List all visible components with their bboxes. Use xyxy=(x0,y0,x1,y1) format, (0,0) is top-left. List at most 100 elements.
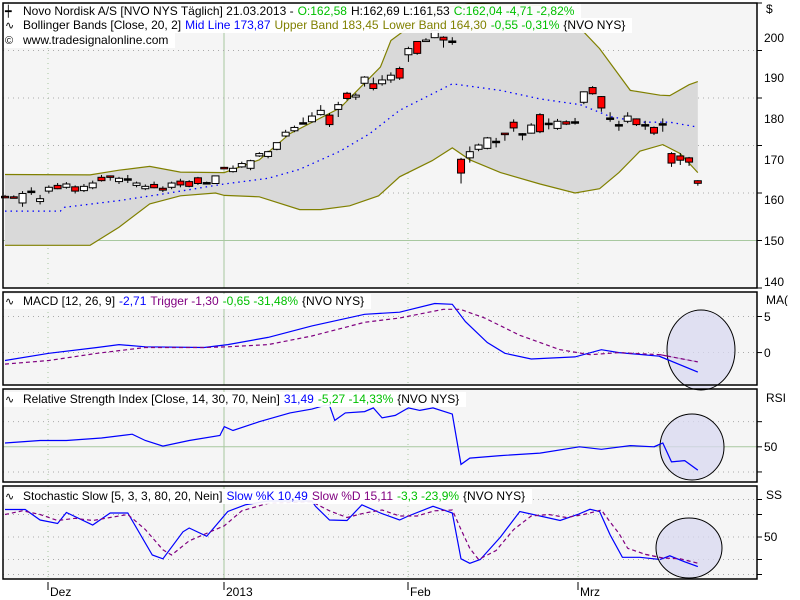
candle xyxy=(185,180,194,188)
candle xyxy=(167,181,176,190)
candle-body xyxy=(562,121,571,125)
candle-body xyxy=(518,133,527,136)
candle-body xyxy=(220,166,229,170)
macd-value: -2,71 xyxy=(119,294,147,308)
candle xyxy=(246,159,255,171)
candle-body xyxy=(325,114,334,126)
bollinger-upper: Upper Band 183,45 xyxy=(274,18,379,32)
candle xyxy=(281,129,290,137)
candle xyxy=(658,118,667,132)
candle xyxy=(509,119,518,132)
candle xyxy=(606,112,615,122)
candle-body xyxy=(588,87,597,95)
candle xyxy=(123,174,132,184)
stoch-axis-unit: SS xyxy=(766,489,783,501)
candle xyxy=(421,38,430,43)
candle xyxy=(307,112,316,123)
candle xyxy=(351,93,360,100)
candle-body xyxy=(544,122,553,126)
candle xyxy=(237,161,246,168)
candle-body xyxy=(202,182,211,185)
candle-body xyxy=(307,115,316,123)
candle-body xyxy=(378,79,387,85)
price-legend: ┿ Novo Nordisk A/S [NVO NYS Täglich] 21.0… xyxy=(4,4,582,19)
price-tick: 140 xyxy=(764,275,785,289)
candle-body xyxy=(1,195,9,199)
candle-body xyxy=(229,167,238,173)
candle xyxy=(141,184,150,191)
stoch-k-line-tail xyxy=(659,555,699,568)
rsi-line-tail xyxy=(653,442,699,471)
trigger-line xyxy=(4,308,698,365)
x-label-mrz: Mrz xyxy=(580,585,600,599)
candlestick-icon: ┿ xyxy=(5,6,12,18)
candle-body xyxy=(299,122,308,125)
candle-body xyxy=(676,155,685,161)
macd-legend[interactable]: ∿ MACD [12, 26, 9] -2,71 Trigger -1,30 -0,65… xyxy=(4,294,372,309)
candle-body xyxy=(421,39,430,43)
candle xyxy=(404,46,413,62)
candle xyxy=(158,186,167,193)
candle-body xyxy=(71,186,80,192)
candle-body xyxy=(255,153,264,157)
candle xyxy=(325,113,334,127)
candle xyxy=(176,178,185,188)
candle xyxy=(588,86,597,95)
indicator-wave-icon: ∿ xyxy=(5,394,15,406)
candle xyxy=(597,96,606,112)
candle-body xyxy=(439,36,448,41)
candle-body xyxy=(535,114,544,133)
candle-body xyxy=(386,74,395,81)
price-axis-unit: $ xyxy=(766,2,773,16)
price-tick: 190 xyxy=(764,71,785,85)
macd-line xyxy=(4,302,699,373)
bollinger-legend[interactable]: ∿ Bollinger Bands [Close, 20, 2] Mid Line … xyxy=(4,18,633,33)
price-tick: 150 xyxy=(764,234,785,248)
candle xyxy=(649,126,658,136)
candle-body xyxy=(176,180,185,186)
candle-body xyxy=(360,76,369,84)
candle xyxy=(334,101,343,117)
candle xyxy=(579,91,588,105)
x-label-2013: 2013 xyxy=(226,585,253,599)
stoch-tick: 50 xyxy=(764,530,778,544)
candle xyxy=(614,120,623,131)
candle-body xyxy=(132,182,141,186)
candle-body xyxy=(79,185,88,192)
candle-body xyxy=(158,187,167,191)
stoch-pane-border xyxy=(2,485,758,580)
candle-body xyxy=(62,183,71,188)
highlight-ellipse-rsi xyxy=(659,413,725,481)
candle xyxy=(457,157,466,184)
x-label-dez: Dez xyxy=(50,585,72,599)
rsi-legend[interactable]: ∿ Relative Strength Index [Close, 14, 30,… xyxy=(4,392,467,407)
candle xyxy=(71,185,80,194)
stoch-d: Slow %D 15,11 xyxy=(311,489,393,503)
candle xyxy=(693,180,702,186)
stoch-k: Slow %K 10,49 xyxy=(226,489,308,503)
candle-body xyxy=(395,68,404,79)
candle xyxy=(299,117,308,125)
macd-symbol: {NVO NYS} xyxy=(302,294,365,308)
price-tick: 200 xyxy=(764,31,785,45)
candle xyxy=(106,175,115,181)
candle-body xyxy=(632,118,641,126)
candle-body xyxy=(492,140,501,144)
bollinger-lower: Lower Band 164,30 xyxy=(382,18,487,32)
candle xyxy=(667,152,676,167)
candle-body xyxy=(509,121,518,129)
candle-body xyxy=(123,178,132,181)
candle-body xyxy=(44,186,53,192)
candle xyxy=(343,91,352,101)
rsi-pane-border xyxy=(2,388,758,483)
stoch-legend[interactable]: ∿ Stochastic Slow [5, 3, 3, 80, 20, Nein]… xyxy=(4,489,533,504)
rsi-symbol: {NVO NYS} xyxy=(397,392,460,406)
candle-body xyxy=(606,117,615,120)
candle xyxy=(492,137,501,148)
candle-body xyxy=(334,104,343,110)
candle xyxy=(62,182,71,189)
candle-body xyxy=(658,123,667,126)
candle-body xyxy=(106,175,115,178)
candle-body xyxy=(553,120,562,129)
